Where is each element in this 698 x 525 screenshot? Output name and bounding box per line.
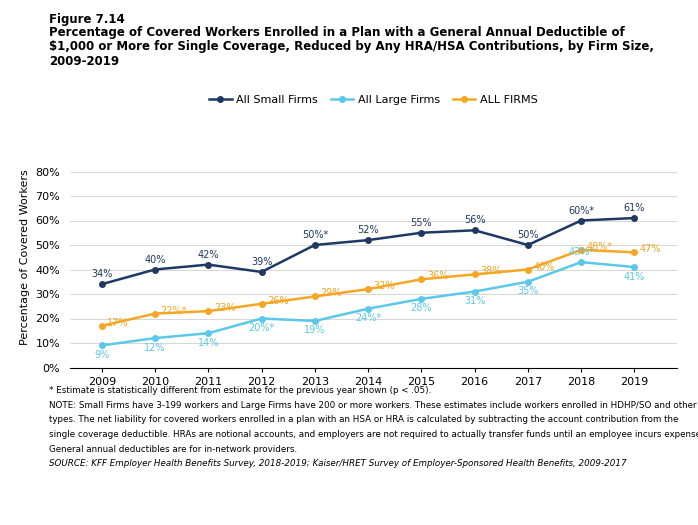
- Text: 32%: 32%: [373, 281, 395, 291]
- Text: 19%: 19%: [304, 326, 325, 335]
- Text: 36%: 36%: [427, 271, 448, 281]
- Text: 22%*: 22%*: [161, 306, 187, 316]
- Text: 31%: 31%: [464, 296, 485, 306]
- Legend: All Small Firms, All Large Firms, ALL FIRMS: All Small Firms, All Large Firms, ALL FI…: [205, 91, 542, 110]
- Text: 50%: 50%: [517, 230, 539, 240]
- Text: 34%: 34%: [91, 269, 112, 279]
- Text: 38%: 38%: [480, 266, 502, 276]
- Text: Percentage of Covered Workers Enrolled in a Plan with a General Annual Deductibl: Percentage of Covered Workers Enrolled i…: [49, 26, 625, 39]
- Text: single coverage deductible. HRAs are notional accounts, and employers are not re: single coverage deductible. HRAs are not…: [49, 430, 698, 439]
- Text: * Estimate is statistically different from estimate for the previous year shown : * Estimate is statistically different fr…: [49, 386, 431, 395]
- Text: 2009-2019: 2009-2019: [49, 55, 119, 68]
- Text: 56%: 56%: [464, 215, 485, 225]
- Text: types. The net liability for covered workers enrolled in a plan with an HSA or H: types. The net liability for covered wor…: [49, 415, 678, 424]
- Text: 60%*: 60%*: [568, 206, 594, 216]
- Text: 28%: 28%: [410, 303, 432, 313]
- Text: 55%: 55%: [410, 218, 432, 228]
- Text: 26%: 26%: [267, 296, 288, 306]
- Text: 23%: 23%: [214, 303, 235, 313]
- Text: 12%: 12%: [144, 343, 166, 353]
- Text: 14%: 14%: [198, 338, 219, 348]
- Text: 9%: 9%: [94, 350, 110, 360]
- Text: NOTE: Small Firms have 3-199 workers and Large Firms have 200 or more workers. T: NOTE: Small Firms have 3-199 workers and…: [49, 401, 698, 410]
- Text: 41%: 41%: [624, 271, 645, 281]
- Text: 40%: 40%: [144, 255, 165, 265]
- Text: $1,000 or More for Single Coverage, Reduced by Any HRA/HSA Contributions, by Fir: $1,000 or More for Single Coverage, Redu…: [49, 40, 654, 54]
- Text: 48%*: 48%*: [587, 242, 613, 252]
- Text: 50%*: 50%*: [302, 230, 328, 240]
- Text: 43%*: 43%*: [568, 247, 594, 257]
- Text: 52%: 52%: [357, 225, 379, 235]
- Text: General annual deductibles are for in-network providers.: General annual deductibles are for in-ne…: [49, 445, 297, 454]
- Text: 40%: 40%: [533, 261, 555, 271]
- Text: 24%*: 24%*: [355, 313, 381, 323]
- Text: Figure 7.14: Figure 7.14: [49, 13, 125, 26]
- Text: 39%: 39%: [251, 257, 272, 267]
- Text: 20%*: 20%*: [248, 323, 275, 333]
- Text: 17%: 17%: [107, 318, 129, 328]
- Y-axis label: Percentage of Covered Workers: Percentage of Covered Workers: [20, 170, 30, 345]
- Text: SOURCE: KFF Employer Health Benefits Survey, 2018-2019; Kaiser/HRET Survey of Em: SOURCE: KFF Employer Health Benefits Sur…: [49, 459, 627, 468]
- Text: 42%: 42%: [198, 250, 219, 260]
- Text: 35%: 35%: [517, 286, 539, 296]
- Text: 47%: 47%: [640, 244, 662, 254]
- Text: 29%: 29%: [320, 288, 342, 298]
- Text: 61%: 61%: [624, 203, 645, 213]
